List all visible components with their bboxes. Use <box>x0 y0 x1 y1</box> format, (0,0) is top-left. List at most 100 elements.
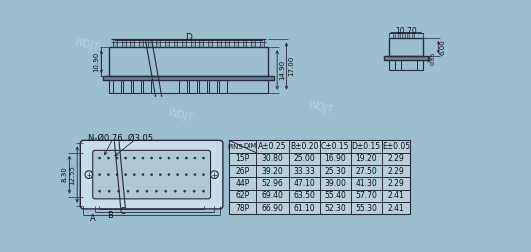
Circle shape <box>151 157 153 159</box>
FancyBboxPatch shape <box>93 150 210 199</box>
Bar <box>393 32 396 38</box>
Text: 2.29: 2.29 <box>388 154 405 163</box>
Circle shape <box>185 157 187 159</box>
Text: DIM: DIM <box>243 143 256 149</box>
Circle shape <box>116 174 118 176</box>
Bar <box>148 40 152 47</box>
Text: B±0.20: B±0.20 <box>290 142 319 151</box>
Text: 44P: 44P <box>236 179 250 188</box>
Text: 8.30: 8.30 <box>62 167 68 182</box>
Text: 55.40: 55.40 <box>324 191 346 200</box>
Bar <box>398 32 400 38</box>
Text: 39.00: 39.00 <box>324 179 346 188</box>
Text: 6.00: 6.00 <box>440 39 446 55</box>
Circle shape <box>136 190 139 192</box>
Bar <box>122 40 126 47</box>
Text: 61.10: 61.10 <box>294 204 315 213</box>
Text: 78P: 78P <box>236 204 250 213</box>
Text: E±0.05: E±0.05 <box>382 142 410 151</box>
Circle shape <box>174 190 176 192</box>
Circle shape <box>184 190 186 192</box>
Circle shape <box>194 157 196 159</box>
Text: 2.41: 2.41 <box>388 191 405 200</box>
Text: 52.96: 52.96 <box>262 179 284 188</box>
Text: 2.29: 2.29 <box>388 167 405 176</box>
Bar <box>229 140 410 214</box>
Circle shape <box>159 174 161 176</box>
Text: 33.33: 33.33 <box>293 167 315 176</box>
Text: A±0.25: A±0.25 <box>258 142 287 151</box>
Bar <box>165 40 169 47</box>
Text: 30.80: 30.80 <box>262 154 284 163</box>
Text: 62P: 62P <box>236 191 250 200</box>
Circle shape <box>116 157 118 159</box>
Circle shape <box>202 190 204 192</box>
Circle shape <box>151 174 153 176</box>
Circle shape <box>107 157 109 159</box>
Text: C±0.15: C±0.15 <box>321 142 349 151</box>
Bar <box>225 40 229 47</box>
Bar <box>251 40 255 47</box>
Bar <box>200 40 203 47</box>
Circle shape <box>185 174 187 176</box>
Circle shape <box>107 174 109 176</box>
Circle shape <box>99 174 101 176</box>
Bar <box>260 40 263 47</box>
Circle shape <box>99 157 101 159</box>
Text: 25.00: 25.00 <box>294 154 315 163</box>
Circle shape <box>127 190 129 192</box>
Text: 27.50: 27.50 <box>355 167 377 176</box>
Circle shape <box>125 174 127 176</box>
Text: 16.90: 16.90 <box>324 154 346 163</box>
Bar <box>234 40 238 47</box>
Text: C: C <box>119 207 125 216</box>
Bar <box>113 40 117 47</box>
Text: B: B <box>108 210 114 219</box>
Text: 66.90: 66.90 <box>262 204 284 213</box>
Text: WDJT: WDJT <box>73 36 100 53</box>
Text: PINS: PINS <box>227 144 243 150</box>
Circle shape <box>168 174 170 176</box>
Text: 14.90: 14.90 <box>279 60 285 80</box>
Text: WDJT: WDJT <box>306 100 335 116</box>
Circle shape <box>108 190 110 192</box>
Bar <box>156 40 160 47</box>
Bar <box>191 40 195 47</box>
Text: 63.50: 63.50 <box>293 191 315 200</box>
Circle shape <box>125 157 127 159</box>
Circle shape <box>155 190 157 192</box>
Text: 2.41: 2.41 <box>388 204 405 213</box>
Text: 57.70: 57.70 <box>355 191 377 200</box>
Text: 39.20: 39.20 <box>262 167 284 176</box>
Circle shape <box>142 157 144 159</box>
Bar <box>131 40 134 47</box>
Text: A: A <box>90 214 96 223</box>
Text: 25.30: 25.30 <box>324 167 346 176</box>
Circle shape <box>165 190 167 192</box>
Text: 69.40: 69.40 <box>262 191 284 200</box>
Bar <box>412 32 414 38</box>
Circle shape <box>193 190 195 192</box>
Circle shape <box>176 157 178 159</box>
Text: 55.30: 55.30 <box>355 204 377 213</box>
Bar <box>217 40 220 47</box>
Bar <box>139 40 143 47</box>
FancyBboxPatch shape <box>80 140 223 209</box>
Circle shape <box>176 174 178 176</box>
Text: 10.90: 10.90 <box>93 52 100 72</box>
Circle shape <box>146 190 148 192</box>
Text: N-Ø0.76  Ø3.05: N-Ø0.76 Ø3.05 <box>88 134 153 143</box>
Circle shape <box>142 174 144 176</box>
Circle shape <box>202 174 204 176</box>
Bar <box>182 40 186 47</box>
Circle shape <box>168 157 170 159</box>
Circle shape <box>202 157 204 159</box>
Bar <box>243 40 246 47</box>
Circle shape <box>159 157 161 159</box>
Text: WDJT: WDJT <box>167 107 195 124</box>
Circle shape <box>133 174 135 176</box>
Bar <box>407 32 409 38</box>
Text: 41.30: 41.30 <box>355 179 377 188</box>
Circle shape <box>99 190 101 192</box>
Text: 10.70: 10.70 <box>395 26 417 36</box>
